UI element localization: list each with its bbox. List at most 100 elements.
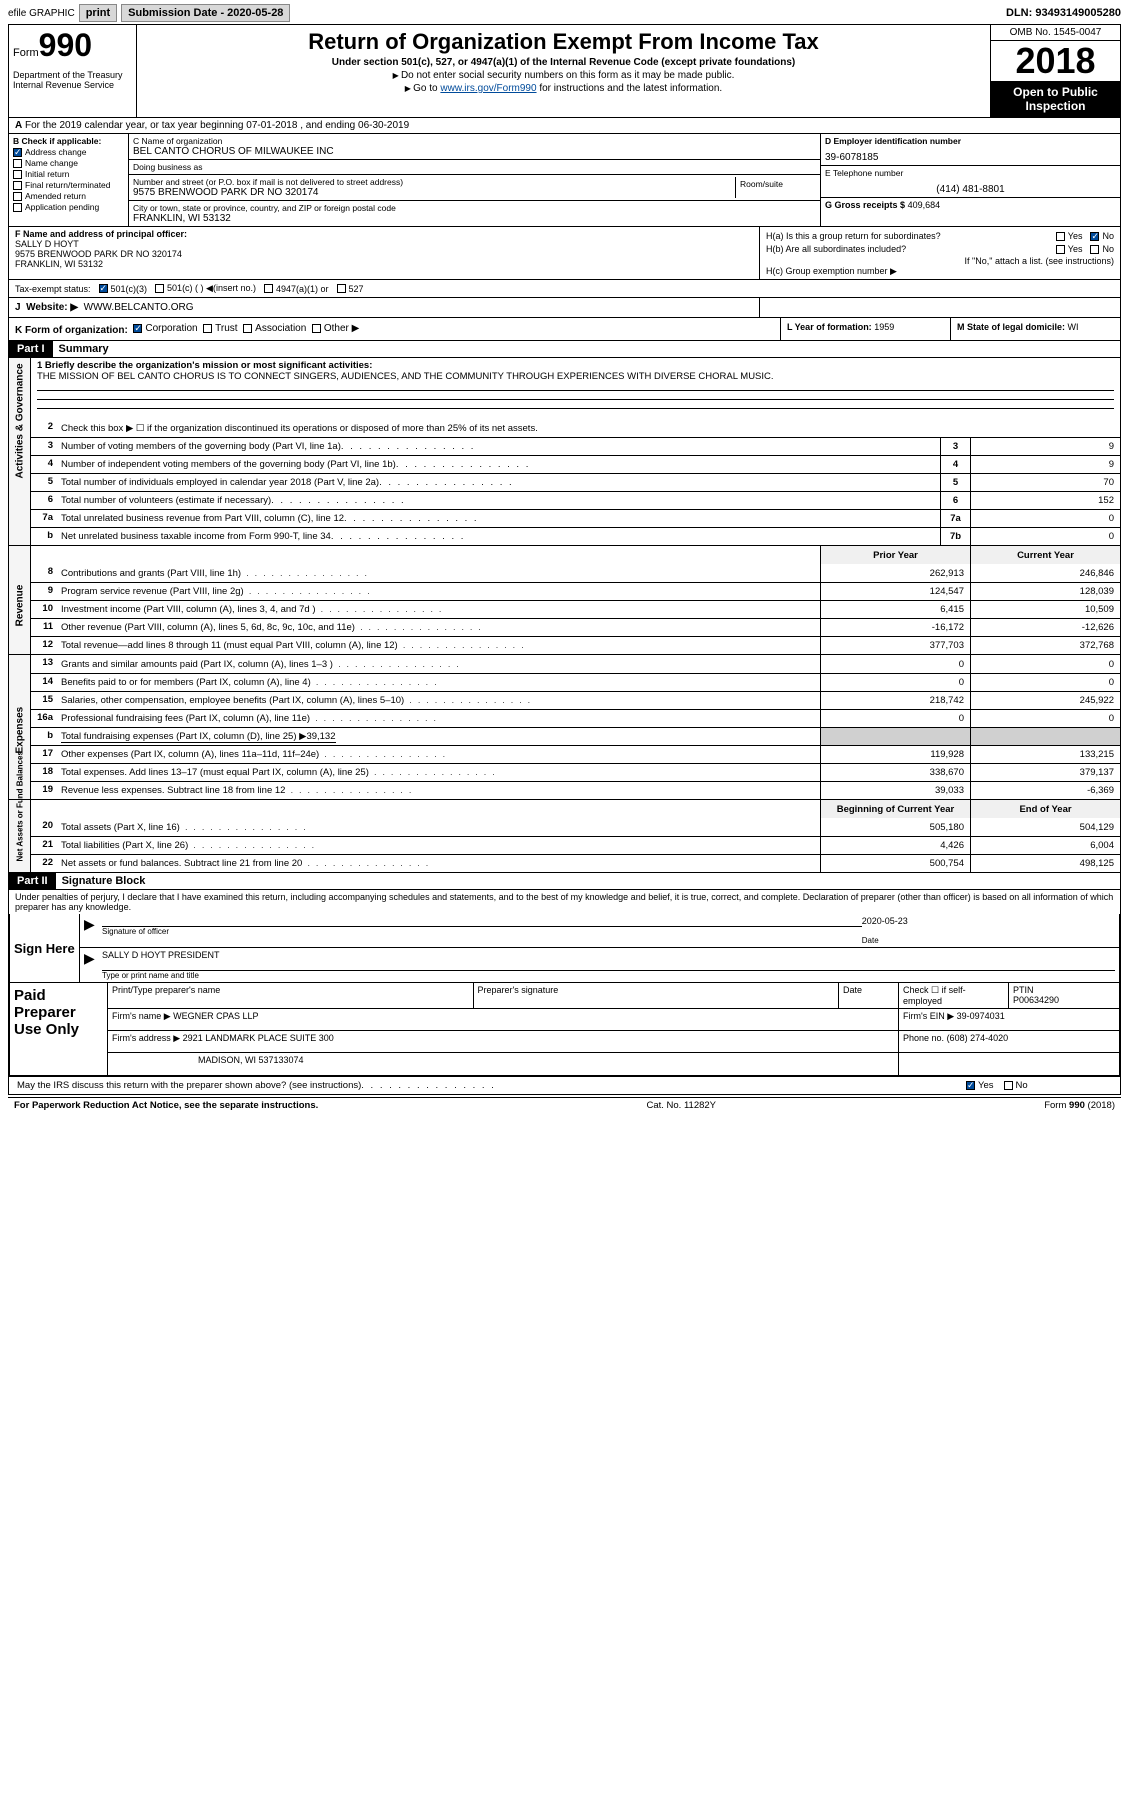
org-name-label: C Name of organization — [133, 136, 816, 146]
form-title: Return of Organization Exempt From Incom… — [141, 29, 986, 55]
state-domicile: M State of legal domicile: WI — [950, 318, 1120, 340]
preparer-block: Paid Preparer Use Only Print/Type prepar… — [9, 983, 1120, 1076]
line-row: bTotal fundraising expenses (Part IX, co… — [31, 727, 1120, 745]
ha-label: H(a) Is this a group return for subordin… — [766, 231, 941, 241]
box-h: H(a) Is this a group return for subordin… — [760, 227, 1120, 279]
box-c: C Name of organization BEL CANTO CHORUS … — [129, 134, 820, 226]
dba-label: Doing business as — [133, 162, 816, 172]
firm-addr2: MADISON, WI 537133074 — [108, 1053, 899, 1075]
box-b-item[interactable]: Amended return — [13, 191, 124, 201]
chk-501c3[interactable] — [99, 284, 108, 293]
mission-block: 1 Briefly describe the organization's mi… — [31, 358, 1120, 419]
irs-link[interactable]: www.irs.gov/Form990 — [440, 83, 536, 94]
website-row: J Website: ▶ WWW.BELCANTO.ORG — [9, 298, 760, 317]
chk-4947[interactable] — [264, 284, 273, 293]
city-label: City or town, state or province, country… — [133, 203, 816, 213]
line-row: 19Revenue less expenses. Subtract line 1… — [31, 781, 1120, 799]
officer-city: FRANKLIN, WI 53132 — [15, 259, 753, 269]
ha-no[interactable] — [1090, 232, 1099, 241]
line-row: 7aTotal unrelated business revenue from … — [31, 509, 1120, 527]
chk-501c[interactable] — [155, 284, 164, 293]
form-word: Form — [13, 47, 39, 59]
mission-text: THE MISSION OF BEL CANTO CHORUS IS TO CO… — [37, 371, 1114, 382]
line-row: 12Total revenue—add lines 8 through 11 (… — [31, 636, 1120, 654]
line-row: bNet unrelated business taxable income f… — [31, 527, 1120, 545]
line-row: 17Other expenses (Part IX, column (A), l… — [31, 745, 1120, 763]
checkbox[interactable] — [13, 159, 22, 168]
firm-ein: 39-0974031 — [957, 1011, 1005, 1021]
line-row: 8Contributions and grants (Part VIII, li… — [31, 564, 1120, 582]
footer-mid: Cat. No. 11282Y — [646, 1100, 716, 1111]
mission-label: 1 Briefly describe the organization's mi… — [37, 360, 1114, 371]
discuss-no[interactable] — [1004, 1081, 1013, 1090]
sign-here-label: Sign Here — [10, 914, 80, 982]
line-row: 14Benefits paid to or for members (Part … — [31, 673, 1120, 691]
box-b-item[interactable]: Application pending — [13, 202, 124, 212]
efile-label: efile GRAPHIC — [8, 8, 75, 19]
footer-right: Form 990 (2018) — [1044, 1100, 1115, 1111]
officer-street: 9575 BRENWOOD PARK DR NO 320174 — [15, 249, 753, 259]
chk-trust[interactable] — [203, 324, 212, 333]
box-de: D Employer identification number 39-6078… — [820, 134, 1120, 226]
side-na: Net Assets or Fund Balances — [9, 800, 31, 872]
box-b-item[interactable]: Final return/terminated — [13, 180, 124, 190]
box-b: B Check if applicable: Address changeNam… — [9, 134, 129, 226]
box-f: F Name and address of principal officer:… — [9, 227, 760, 279]
ha-yes[interactable] — [1056, 232, 1065, 241]
line-row: 6Total number of volunteers (estimate if… — [31, 491, 1120, 509]
line-row: 11Other revenue (Part VIII, column (A), … — [31, 618, 1120, 636]
chk-other[interactable] — [312, 324, 321, 333]
goto-note: Go to www.irs.gov/Form990 for instructio… — [141, 83, 986, 94]
org-name: BEL CANTO CHORUS OF MILWAUKEE INC — [133, 146, 816, 157]
line-row: 3Number of voting members of the governi… — [31, 437, 1120, 455]
line-row: 15Salaries, other compensation, employee… — [31, 691, 1120, 709]
footer-left: For Paperwork Reduction Act Notice, see … — [14, 1100, 318, 1111]
street-label: Number and street (or P.O. box if mail i… — [133, 177, 735, 187]
form-number: 990 — [39, 27, 92, 63]
line-row: 10Investment income (Part VIII, column (… — [31, 600, 1120, 618]
firm-name: WEGNER CPAS LLP — [173, 1011, 258, 1021]
line-row: 2Check this box ▶ ☐ if the organization … — [31, 419, 1120, 437]
officer-label: F Name and address of principal officer: — [15, 229, 753, 239]
form-container: Form990 Department of the Treasury Inter… — [8, 24, 1121, 1095]
box-b-item[interactable]: Name change — [13, 158, 124, 168]
part2-header: Part II Signature Block — [9, 873, 1120, 890]
hb-yes[interactable] — [1056, 245, 1065, 254]
form-title-box: Return of Organization Exempt From Incom… — [137, 25, 990, 117]
chk-527[interactable] — [337, 284, 346, 293]
checkbox[interactable] — [13, 192, 22, 201]
officer-sig-name: SALLY D HOYT PRESIDENT — [102, 950, 1115, 960]
line-row: 4Number of independent voting members of… — [31, 455, 1120, 473]
tax-year: 2018 — [991, 41, 1120, 81]
hb-no[interactable] — [1090, 245, 1099, 254]
na-header: Beginning of Current Year End of Year — [31, 800, 1120, 818]
checkbox[interactable] — [13, 203, 22, 212]
website-val: WWW.BELCANTO.ORG — [84, 302, 194, 313]
box-b-item[interactable]: Address change — [13, 147, 124, 157]
gross-label: G Gross receipts $ — [825, 200, 905, 210]
line-row: 18Total expenses. Add lines 13–17 (must … — [31, 763, 1120, 781]
checkbox[interactable] — [13, 181, 22, 190]
form-id-box: Form990 Department of the Treasury Inter… — [9, 25, 137, 117]
line-row: 22Net assets or fund balances. Subtract … — [31, 854, 1120, 872]
sign-block: Sign Here ▶ Signature of officer 2020-05… — [9, 914, 1120, 983]
line-row: 5Total number of individuals employed in… — [31, 473, 1120, 491]
tax-label: Tax-exempt status: — [15, 284, 91, 294]
discuss-yes[interactable] — [966, 1081, 975, 1090]
chk-assoc[interactable] — [243, 324, 252, 333]
top-toolbar: efile GRAPHIC print Submission Date - 20… — [8, 4, 1121, 22]
page-footer: For Paperwork Reduction Act Notice, see … — [8, 1097, 1121, 1113]
inspection-label: Open to Public Inspection — [991, 81, 1120, 117]
firm-phone: (608) 274-4020 — [947, 1033, 1009, 1043]
box-b-item[interactable]: Initial return — [13, 169, 124, 179]
prep-name-hdr: Print/Type preparer's name — [108, 983, 474, 1008]
prep-date-hdr: Date — [839, 983, 899, 1008]
checkbox[interactable] — [13, 170, 22, 179]
phone-label: E Telephone number — [825, 168, 1116, 178]
hb-note: If "No," attach a list. (see instruction… — [766, 256, 1114, 266]
checkbox[interactable] — [13, 148, 22, 157]
room-label: Room/suite — [740, 179, 812, 189]
print-button[interactable]: print — [79, 4, 117, 22]
rev-header: Prior Year Current Year — [31, 546, 1120, 564]
chk-corp[interactable] — [133, 324, 142, 333]
